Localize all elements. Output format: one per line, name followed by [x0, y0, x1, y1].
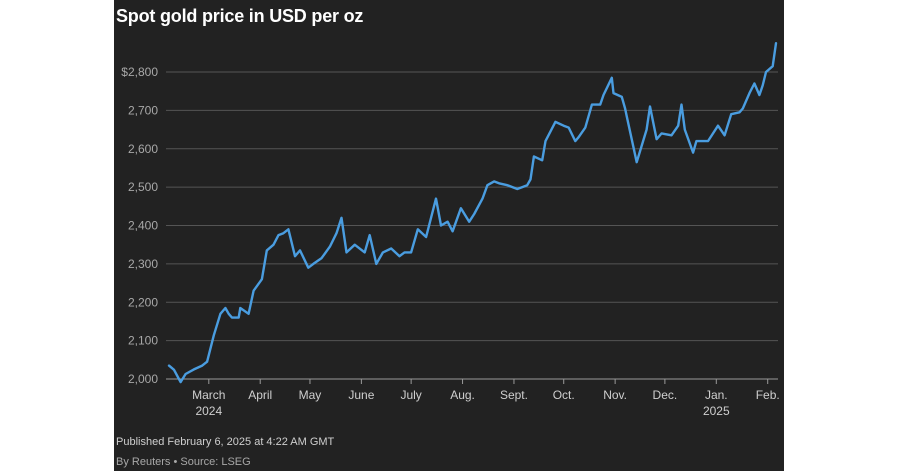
- x-tick-year-label: 2024: [195, 404, 222, 418]
- y-tick-label: 2,200: [128, 295, 158, 309]
- x-tick-label: Nov.: [603, 388, 627, 402]
- x-tick-label: Aug.: [450, 388, 475, 402]
- gold-price-line: [167, 42, 778, 384]
- line-chart: 2,000 2,100 2,200 2,300 2,400 2,500 2,600 2,700…: [121, 42, 780, 418]
- x-tick-year-label: 2025: [703, 404, 730, 418]
- x-tick-label: March: [192, 388, 225, 402]
- y-tick-label: 2,700: [128, 103, 158, 117]
- x-tick-label: April: [248, 388, 272, 402]
- y-tick-label: 2,000: [128, 372, 158, 386]
- chart-title: Spot gold price in USD per oz: [116, 6, 364, 26]
- y-tick-label: 2,500: [128, 180, 158, 194]
- x-tick-label: July: [400, 388, 421, 402]
- published-timestamp: Published February 6, 2025 at 4:22 AM GM…: [116, 436, 335, 448]
- byline-source: By Reuters • Source: LSEG: [116, 456, 251, 468]
- y-tick-label: 2,300: [128, 257, 158, 271]
- x-tick-label: May: [299, 388, 322, 402]
- x-tick-label: June: [348, 388, 374, 402]
- x-tick-label: Sept.: [500, 388, 528, 402]
- y-tick-label: 2,400: [128, 219, 158, 233]
- y-tick-label: $2,800: [121, 65, 158, 79]
- x-tick-label: Feb.: [756, 388, 780, 402]
- x-tick-label: Jan.: [705, 388, 728, 402]
- x-tick-label: Oct.: [553, 388, 575, 402]
- chart-panel: Spot gold price in USD per oz 2,000 2,100…: [114, 0, 784, 471]
- y-tick-label: 2,100: [128, 334, 158, 348]
- y-tick-label: 2,600: [128, 142, 158, 156]
- x-tick-label: Dec.: [653, 388, 678, 402]
